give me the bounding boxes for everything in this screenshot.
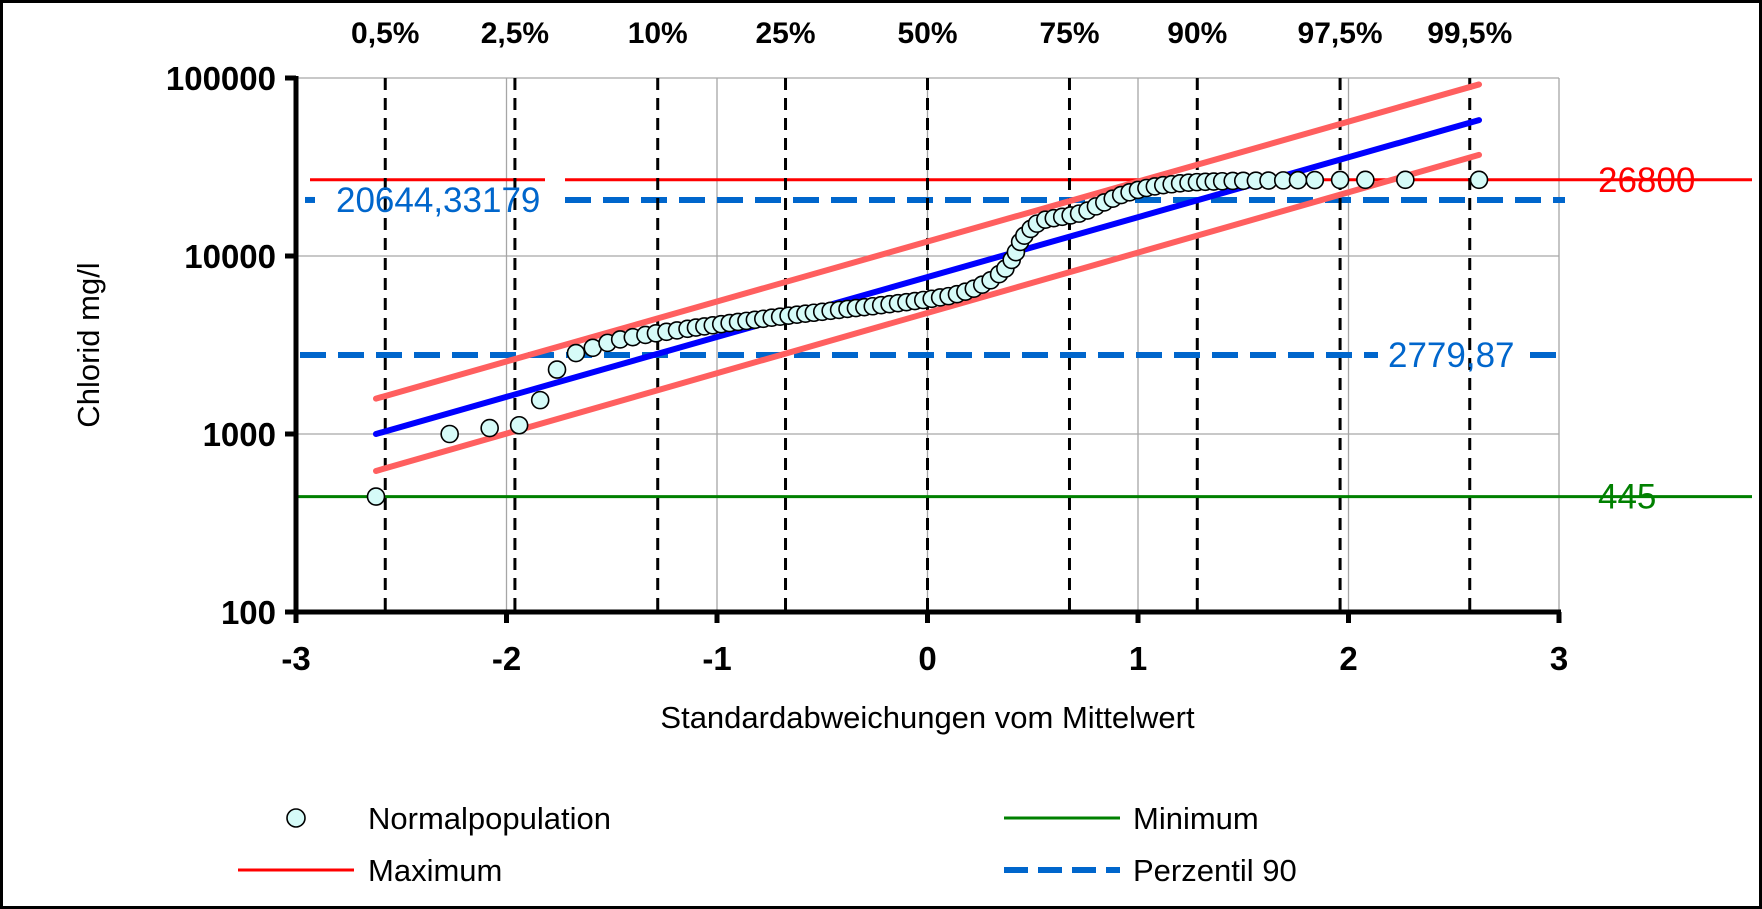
y-axis-label: Chlorid mg/l [71,262,106,427]
percentile-lines [383,78,1472,612]
data-point [480,418,499,438]
legend-label-minimum: Minimum [1133,801,1259,836]
x-tick-label: -1 [702,640,731,677]
data-point [1330,170,1350,190]
y-tick-label: 100000 [166,60,276,97]
perzentil-lower-value-label: 2779,87 [1388,336,1515,375]
data-point [1305,170,1325,190]
maximum-value-label: 26800 [1598,161,1695,200]
percentile-label: 2,5% [481,17,549,50]
percentile-label: 10% [628,17,688,50]
percentile-label: 0,5% [351,17,419,50]
y-tick-label: 100 [221,594,276,631]
upper-confidence-line [372,81,1483,402]
lower-confidence-line [372,151,1483,474]
x-tick-label: 1 [1129,640,1147,677]
percentile-label: 99,5% [1427,17,1512,50]
percentile-label: 25% [755,17,815,50]
x-tick-label: -2 [492,640,521,677]
y-tick-label: 10000 [184,238,276,275]
legend-label-perzentil: Perzentil 90 [1133,853,1297,888]
data-point [547,360,567,379]
legend-label-normalpopulation: Normalpopulation [368,801,611,836]
percentile-label: 97,5% [1298,17,1383,50]
axes [285,75,1562,623]
data-point [566,343,586,363]
legend-marker-normalpopulation [286,808,306,828]
x-tick-label: 2 [1339,640,1357,677]
data-point [1396,170,1415,190]
data-point [509,415,529,435]
x-tick-label: -3 [281,640,310,677]
percentile-label: 90% [1167,17,1227,50]
data-point [366,487,386,506]
data-points [366,170,1489,506]
perzentil-upper-value-label: 20644,33179 [336,181,540,220]
data-point [1288,170,1308,190]
percentile-label: 50% [897,17,957,50]
x-axis-label: Standardabweichungen vom Mittelwert [660,700,1195,735]
x-tick-label: 0 [918,640,936,677]
legend-label-maximum: Maximum [368,853,502,888]
minimum-value-label: 445 [1598,478,1656,517]
data-point [1469,170,1489,190]
axis-labels: 0,5% 2,5% 10% 25% 50% 75% 90% 97,5% 99,5% -3 -2 -1 0… [71,17,1695,735]
legend: Normalpopulation Maximum Minimum Perzentil … [238,801,1297,888]
y-tick-label: 1000 [203,416,276,453]
percentile-label: 75% [1039,17,1099,50]
x-tick-label: 3 [1550,640,1568,677]
data-point [440,424,459,444]
data-point [1356,170,1375,190]
data-point [530,390,550,410]
